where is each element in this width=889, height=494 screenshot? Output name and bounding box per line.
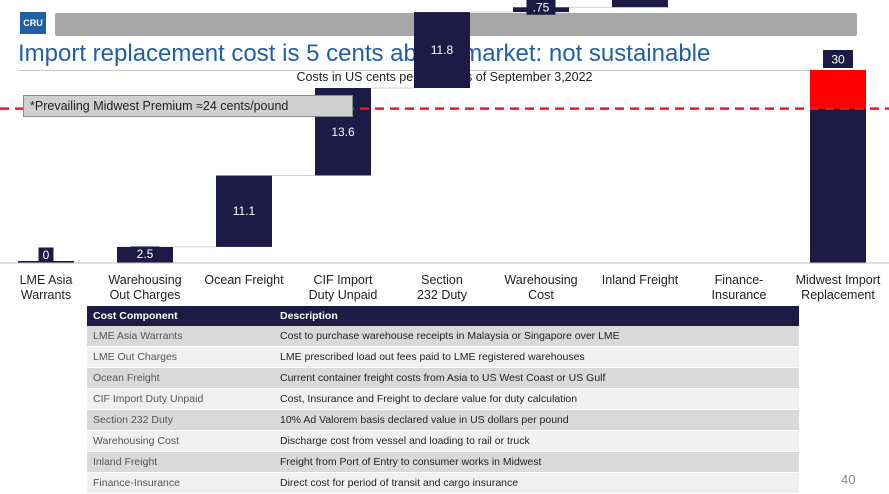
table-row: Inland Freight Freight from Port of Entry… (87, 451, 799, 473)
value-label: 3.6 (632, 0, 649, 2)
cost-component-cell: Section 232 Duty (87, 409, 274, 431)
description-cell: LME prescribed load out fees paid to LME… (274, 346, 799, 368)
value-label-box (130, 246, 160, 262)
value-label: 30 (831, 53, 845, 67)
cost-component-table: Cost Component Description LME Asia Warr… (87, 306, 799, 494)
bar-2 (216, 175, 272, 247)
slide-title: Import replacement cost is 5 cents above… (18, 40, 711, 67)
value-label-box (625, 0, 655, 3)
waterfall-chart: 02.511.113.611.8.753.6.2530 LME AsiaWarr… (0, 0, 889, 302)
cost-component-cell: LME Out Charges (87, 346, 274, 368)
description-cell: Direct cost for period of transit and ca… (274, 472, 799, 494)
header-cost-component: Cost Component (87, 306, 274, 326)
table-row: LME Asia Warrants Cost to purchase wareho… (87, 326, 799, 347)
cost-component-cell: CIF Import Duty Unpaid (87, 388, 274, 410)
value-label-box (526, 0, 556, 15)
table-row: LME Out Charges LME prescribed load out f… (87, 346, 799, 368)
category-label: Warehousing Out Charges (108, 273, 181, 302)
category-label: Warehousing Cost (504, 273, 577, 302)
value-label: 11.8 (431, 43, 454, 57)
table-row: CIF Import Duty Unpaid Cost, Insurance an… (87, 388, 799, 410)
category-label: Finance-Insurance (712, 273, 767, 302)
bar-6 (612, 0, 668, 8)
header-description: Description (274, 306, 799, 326)
cost-component-cell: Inland Freight (87, 451, 274, 473)
value-label: 13.6 (331, 125, 355, 139)
table-row: Warehousing Cost Discharge cost from vess… (87, 430, 799, 452)
premium-note: *Prevailing Midwest Premium ≈24 cents/po… (23, 95, 353, 117)
value-label: 2.5 (137, 247, 154, 261)
value-label: 11.1 (233, 204, 256, 218)
cost-component-cell: Ocean Freight (87, 367, 274, 389)
description-cell: Discharge cost from vessel and loading t… (274, 430, 799, 452)
description-cell: Current container freight costs from Asi… (274, 367, 799, 389)
description-cell: Cost to purchase warehouse receipts in M… (274, 326, 799, 347)
value-label: .75 (533, 0, 550, 14)
category-label: Inland Freight (602, 273, 679, 287)
value-label: 0 (43, 248, 50, 262)
cost-component-cell: Finance-Insurance (87, 472, 274, 494)
page-number: 40 (841, 472, 856, 487)
cru-logo: CRU (20, 12, 46, 34)
category-label: Midwest Import Replacement (796, 273, 881, 302)
category-label: Section 232 Duty (417, 273, 468, 302)
cost-component-cell: LME Asia Warrants (87, 326, 274, 347)
table-row: Ocean Freight Current container freight c… (87, 367, 799, 389)
value-label-box (823, 50, 853, 68)
table-row: Finance-Insurance Direct cost for period … (87, 472, 799, 494)
table-header-row: Cost Component Description (87, 306, 799, 326)
description-cell: 10% Ad Valorem basis declared value in U… (274, 409, 799, 431)
cost-component-cell: Warehousing Cost (87, 430, 274, 452)
bar-total-base (810, 108, 866, 263)
description-cell: Freight from Port of Entry to consumer w… (274, 451, 799, 473)
value-label-box (38, 247, 54, 263)
bar-4 (414, 12, 470, 89)
table-row: Section 232 Duty 10% Ad Valorem basis dec… (87, 409, 799, 431)
category-label: Ocean Freight (204, 273, 284, 287)
category-label: CIF Import Duty Unpaid (309, 273, 378, 302)
category-label: LME Asia Warrants (20, 273, 73, 302)
description-cell: Cost, Insurance and Freight to declare v… (274, 388, 799, 410)
bar-total-excess (810, 70, 866, 109)
